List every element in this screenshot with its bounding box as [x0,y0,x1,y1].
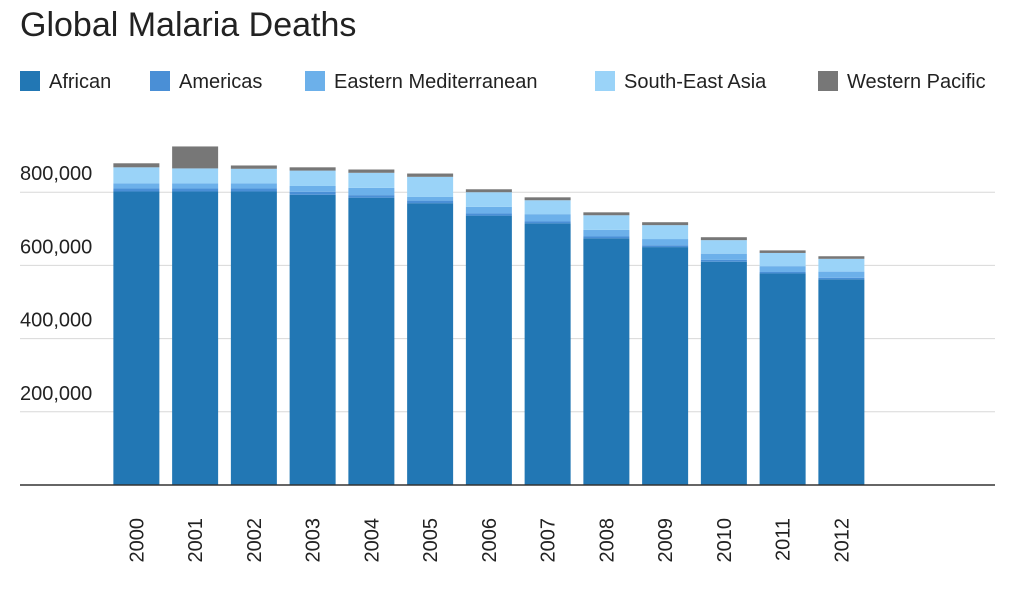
x-tick-label: 2003 [303,518,325,563]
bar-segment [759,273,806,485]
bar-segment [642,247,689,485]
bar-segment [407,203,454,485]
bar-segment [642,222,689,226]
bar-segment [818,277,865,280]
bar-segment [465,206,512,214]
bar-segment [524,223,571,485]
legend-label: Eastern Mediterranean [334,71,537,93]
bar-segment [524,221,571,224]
bar-segment [465,189,512,193]
bar-segment [818,258,865,272]
bar-segment [230,168,277,184]
bar-segment [700,253,747,260]
bar-segment [407,176,454,197]
legend-label: African [49,71,111,93]
x-tick-label: 2011 [773,518,795,561]
legend-swatch [150,71,170,91]
bar-segment [583,229,630,237]
bar-segment [524,214,571,222]
bar-segment [172,183,219,189]
bar-segment [348,169,395,173]
bar-segment [642,239,689,246]
bar-segment [113,167,160,184]
bar-segment [172,188,219,192]
bar-segment [407,200,454,204]
bar-segment [172,146,219,169]
x-tick-label: 2002 [244,518,266,563]
legend-label: South-East Asia [624,71,767,93]
bar-segment [348,187,395,196]
bar-segment [465,213,512,216]
legend-label: Western Pacific [847,71,986,93]
bar-segment [642,225,689,240]
bar-segment [700,261,747,485]
bar-segment [700,259,747,262]
x-tick-label: 2008 [596,518,618,563]
bar-segment [172,191,219,485]
legend-swatch [20,71,40,91]
legend-swatch [595,71,615,91]
bar-segment [759,250,806,253]
bar-segment [113,188,160,192]
chart-title: Global Malaria Deaths [20,6,356,44]
x-tick-label: 2004 [361,518,383,563]
bar-segment [583,236,630,239]
y-tick-label: 600,000 [20,236,92,258]
bar-segment [818,271,865,278]
bar-segment [348,197,395,485]
bar-segment [759,271,806,274]
x-tick-label: 2001 [185,518,207,563]
bar-segment [289,170,336,186]
y-tick-label: 800,000 [20,163,92,185]
bar-segment [700,240,747,254]
legend-label: Americas [179,71,262,93]
legend-swatch [818,71,838,91]
x-tick-label: 2006 [479,518,501,563]
bar-segment [348,172,395,188]
bar-segment [759,266,806,272]
bar-segment [348,195,395,198]
bar-segment [465,215,512,485]
bar-segment [583,238,630,485]
y-tick-label: 400,000 [20,310,92,332]
bar-segment [113,191,160,485]
x-tick-label: 2005 [420,518,442,563]
x-tick-label: 2000 [126,518,148,563]
legend-swatch [305,71,325,91]
bar-segment [230,191,277,485]
bar-segment [700,237,747,241]
bar-segment [113,163,160,168]
x-tick-label: 2010 [714,518,736,563]
bar-segment [524,197,571,201]
bar-segment [818,256,865,259]
bar-segment [465,192,512,207]
bar-segment [289,194,336,485]
bar-segment [407,173,454,177]
bar-segment [759,252,806,267]
bar-segment [289,185,336,192]
bar-segment [172,168,219,184]
bar-segment [230,165,277,169]
x-tick-label: 2009 [655,518,677,563]
bar-segment [583,215,630,230]
bar-segment [230,183,277,189]
bar-segment [407,196,454,201]
bar-segment [289,167,336,171]
y-tick-label: 200,000 [20,383,92,405]
bar-segment [583,212,630,216]
bar-segment [230,188,277,192]
bar-segment [113,183,160,189]
bar-segment [524,200,571,215]
x-tick-label: 2007 [538,518,560,563]
bar-segment [818,279,865,485]
bar-segment [642,245,689,248]
x-tick-label: 2012 [831,518,853,563]
bar-segment [289,191,336,195]
